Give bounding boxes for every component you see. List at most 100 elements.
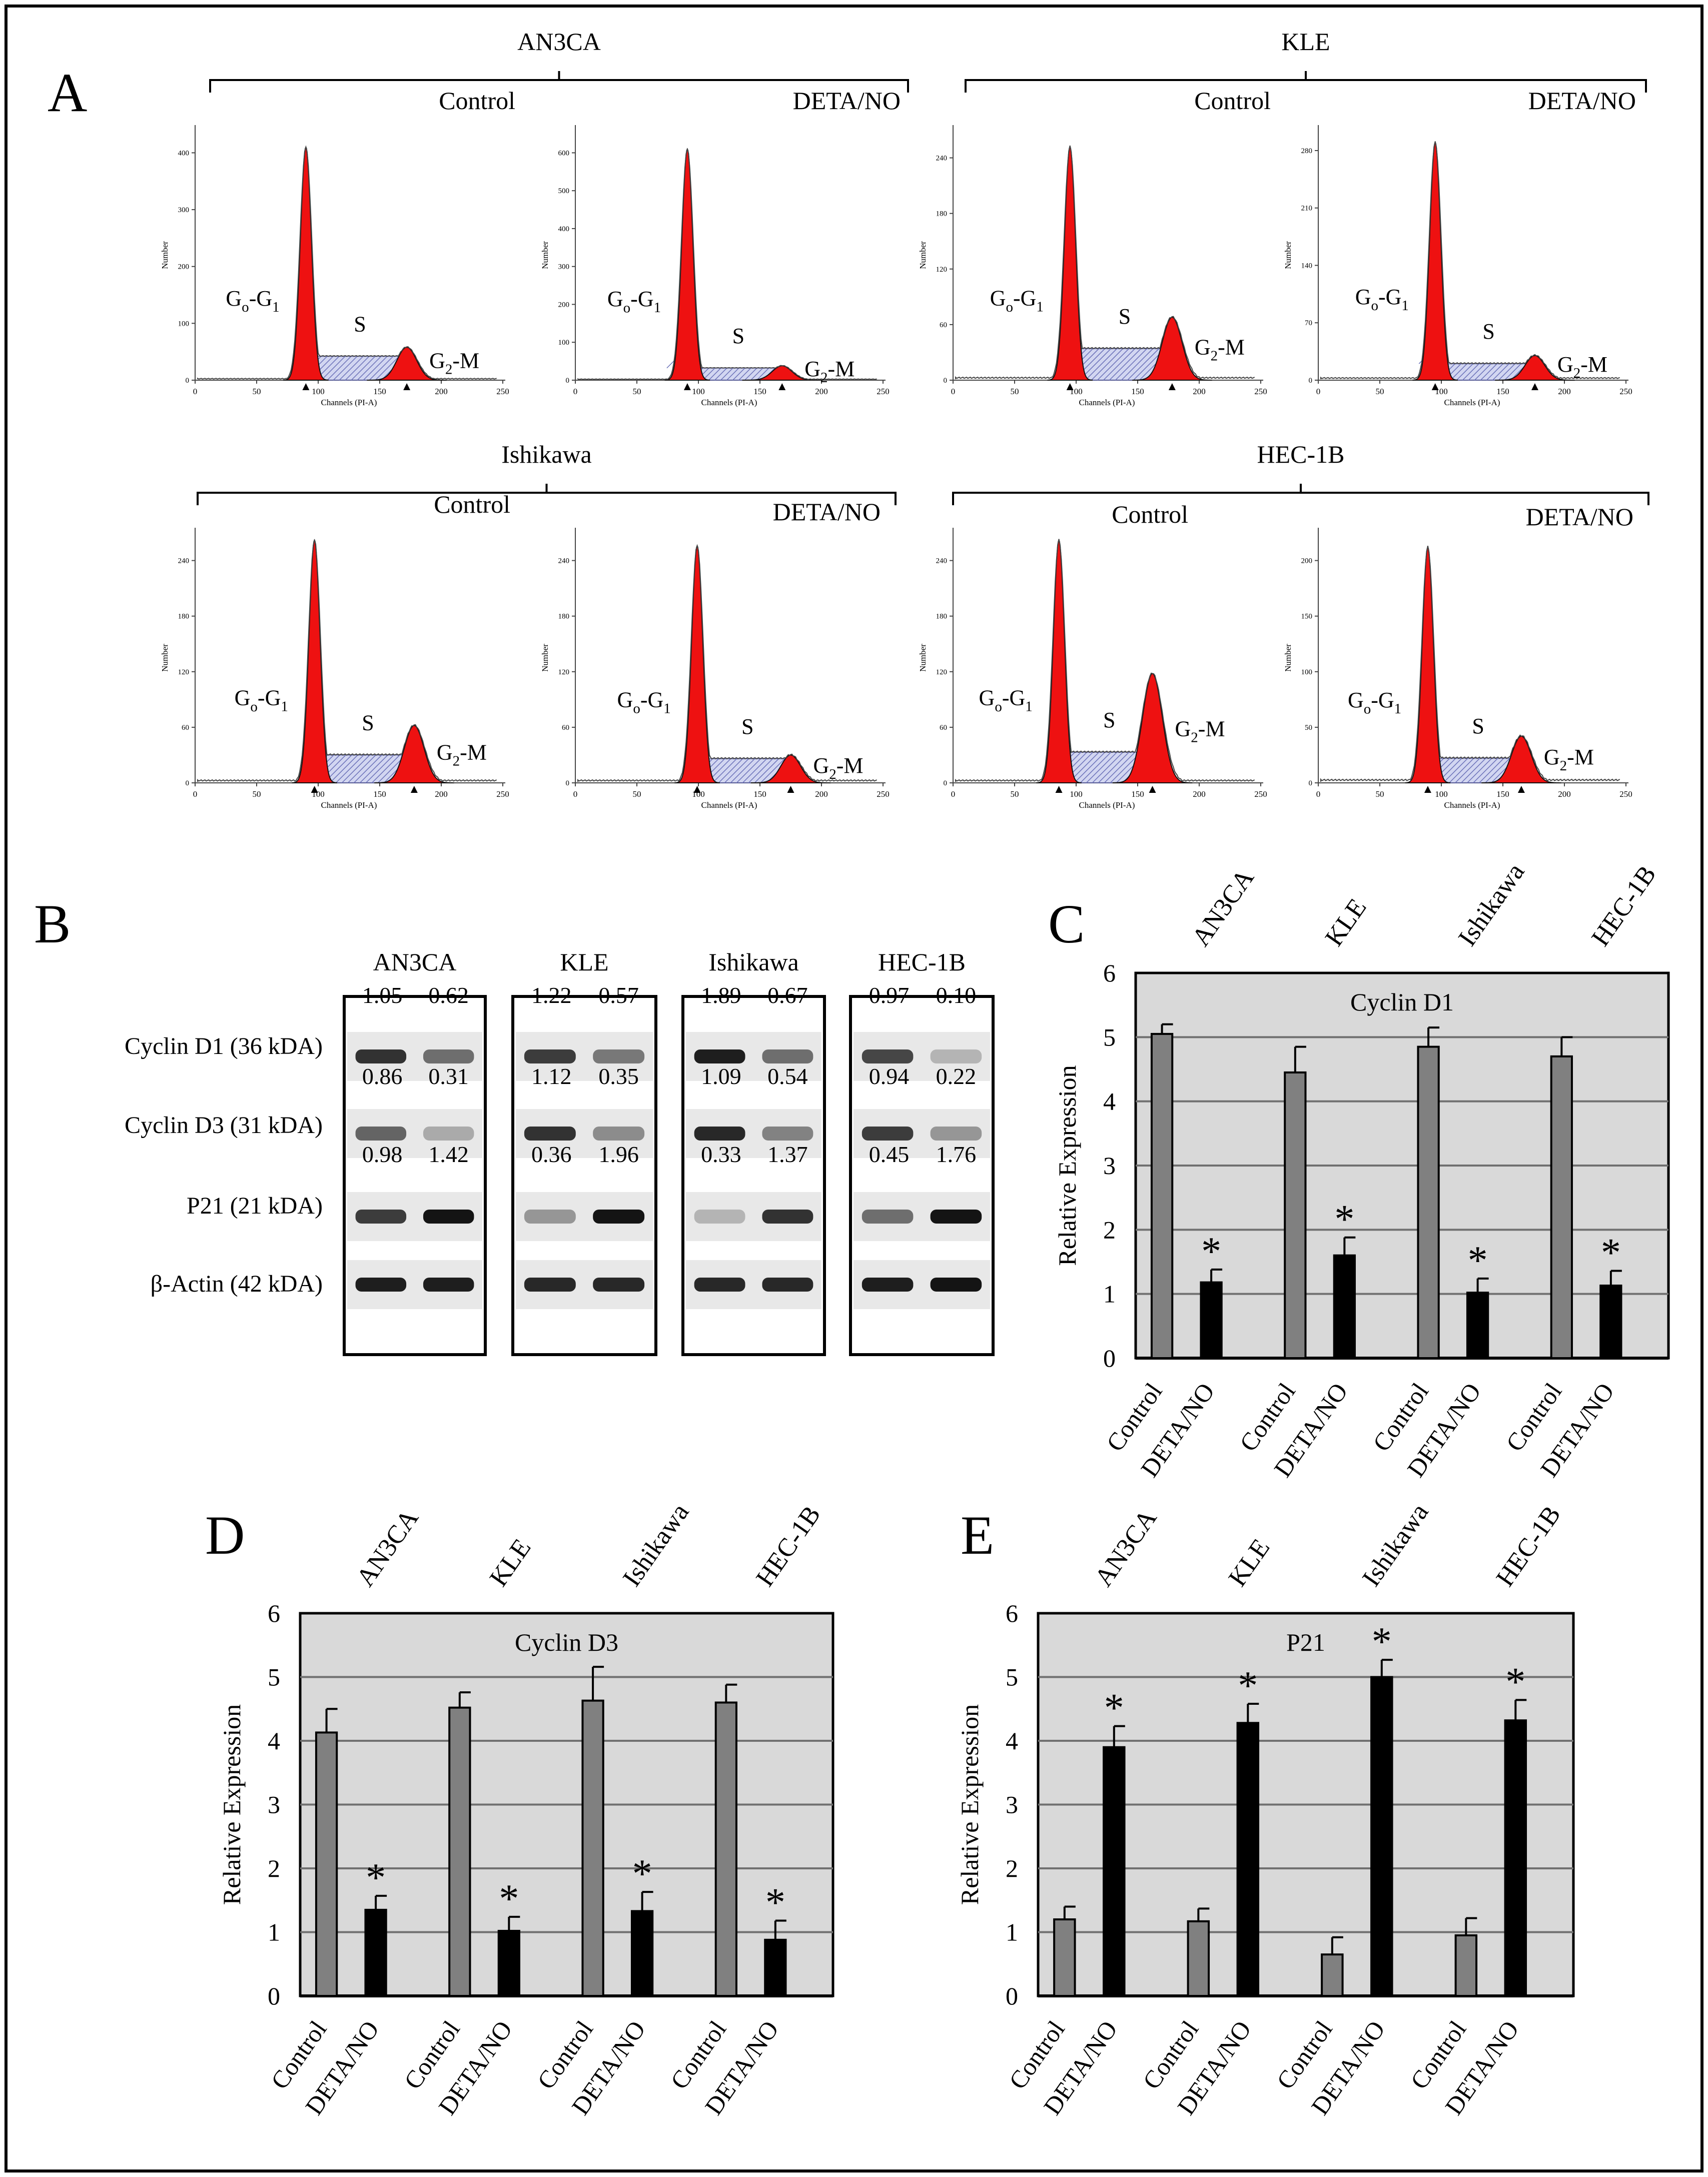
s-phase-hatch xyxy=(1091,348,1123,381)
peak-marker xyxy=(1517,786,1525,793)
significance-mark: * xyxy=(1468,1239,1488,1283)
panel-label-e: E xyxy=(961,1505,994,1566)
label-g0g1: Go-G1 xyxy=(226,286,279,315)
y-tick-label: 5 xyxy=(1103,1023,1116,1051)
densitometry-value: 0.94 xyxy=(869,1063,910,1089)
g2m-peak xyxy=(374,725,454,783)
x-axis-title: Channels (PI-A) xyxy=(1079,800,1135,810)
significance-mark: * xyxy=(765,1881,785,1925)
y-tick-label: 0 xyxy=(944,377,948,385)
significance-mark: * xyxy=(499,1877,519,1921)
s-phase-hatch xyxy=(351,356,376,381)
y-tick-label: 6 xyxy=(268,1599,280,1627)
y-axis-title: Relative Expression xyxy=(218,1704,246,1905)
x-tick-label: 150 xyxy=(753,387,766,396)
bar-deta-no xyxy=(1103,1746,1126,1997)
s-phase-hatch xyxy=(371,754,400,783)
x-axis-title: Channels (PI-A) xyxy=(701,398,757,407)
s-phase-hatch xyxy=(1473,758,1498,783)
x-tick-label: 200 xyxy=(1558,387,1571,396)
x-tick-label: 50 xyxy=(1376,387,1384,396)
peak-marker xyxy=(302,383,310,390)
y-axis-title: Number xyxy=(540,241,550,269)
s-phase-hatch xyxy=(730,758,755,783)
s-phase-hatch xyxy=(756,368,769,381)
panel-label-d: D xyxy=(205,1505,245,1566)
blot-column-label: KLE xyxy=(560,948,608,976)
y-tick-label: 3 xyxy=(268,1791,280,1819)
protein-band xyxy=(524,1127,576,1141)
x-tick-label: 250 xyxy=(1254,789,1267,799)
protein-band xyxy=(930,1049,982,1063)
protein-band xyxy=(694,1049,745,1063)
protein-band xyxy=(355,1278,407,1292)
x-tick-label: 250 xyxy=(877,789,890,799)
g2m-peak xyxy=(1495,355,1575,381)
label-s: S xyxy=(741,714,753,739)
s-phase-hatch xyxy=(1074,752,1105,783)
blot-row-label: β-Actin (42 kDA) xyxy=(151,1271,323,1297)
bar-deta-no xyxy=(630,1910,654,1997)
s-phase-hatch xyxy=(1097,348,1129,381)
histogram-plot: DETA/NO0 50 100 150 200 250060120180240Channe… xyxy=(540,498,890,810)
y-tick-label: 0 xyxy=(1309,779,1313,787)
bar-deta-no xyxy=(1370,1676,1393,1997)
x-tick-label: 150 xyxy=(373,387,386,396)
x-tick-label: 250 xyxy=(1254,387,1267,396)
x-tick-label: 0 xyxy=(193,789,198,799)
s-phase-hatch xyxy=(1456,363,1473,381)
s-phase-hatch xyxy=(353,754,382,783)
x-tick-label: 200 xyxy=(1193,387,1206,396)
densitometry-value: 1.89 xyxy=(701,982,741,1008)
x-tick-label: 250 xyxy=(496,387,509,396)
cell-line-bracket xyxy=(965,71,1647,93)
x-tick-label: 150 xyxy=(1496,387,1509,396)
x-tick-label: 0 xyxy=(193,387,198,396)
x-tick-label: 50 xyxy=(633,387,641,396)
y-tick-label: 140 xyxy=(1301,262,1313,270)
y-tick-label: 600 xyxy=(558,149,570,157)
peak-marker xyxy=(311,786,318,793)
condition-label: Control xyxy=(439,87,515,115)
y-tick-label: 2 xyxy=(1006,1854,1018,1882)
protein-band xyxy=(524,1210,576,1224)
protein-band xyxy=(930,1278,982,1292)
y-tick-label: 4 xyxy=(1103,1087,1116,1116)
histogram-plot: Control 0 50 100 150 200 250 0 100 200 300 400 Chann… xyxy=(160,87,515,407)
y-tick-label: 0 xyxy=(566,779,570,787)
histogram-envelope xyxy=(1320,546,1620,782)
x-tick-label: 150 xyxy=(1131,789,1144,799)
s-phase-hatch xyxy=(1109,348,1141,381)
s-phase-hatch xyxy=(1085,348,1117,381)
cell-line-title: AN3CA xyxy=(517,28,601,56)
s-phase-hatch xyxy=(375,356,400,381)
y-axis-title: Number xyxy=(918,241,928,269)
s-phase-hatch xyxy=(345,356,370,381)
protein-band xyxy=(423,1049,474,1063)
label-s: S xyxy=(732,324,744,348)
protein-band xyxy=(355,1049,407,1063)
x-tick-label: 200 xyxy=(1193,789,1206,799)
histogram-envelope xyxy=(577,149,877,380)
peak-marker xyxy=(787,786,794,793)
s-phase-hatch xyxy=(1504,363,1521,381)
x-tick-label: 200 xyxy=(435,387,448,396)
bar-control xyxy=(714,1701,737,1997)
protein-band xyxy=(524,1049,576,1063)
label-g2m: G2-M xyxy=(437,740,487,769)
condition-label: Control xyxy=(1194,87,1271,115)
y-tick-label: 0 xyxy=(186,377,190,385)
peak-marker xyxy=(1149,786,1156,793)
bar-deta-no xyxy=(1200,1281,1223,1359)
y-axis-title: Number xyxy=(540,644,550,672)
x-tick-label: 0 xyxy=(951,387,956,396)
peak-marker xyxy=(1431,383,1439,390)
s-phase-hatch xyxy=(760,758,785,783)
label-g0g1: Go-G1 xyxy=(1348,688,1401,717)
s-phase-hatch xyxy=(1498,363,1515,381)
x-tick-label: 200 xyxy=(815,789,828,799)
x-tick-label: 150 xyxy=(1496,789,1509,799)
